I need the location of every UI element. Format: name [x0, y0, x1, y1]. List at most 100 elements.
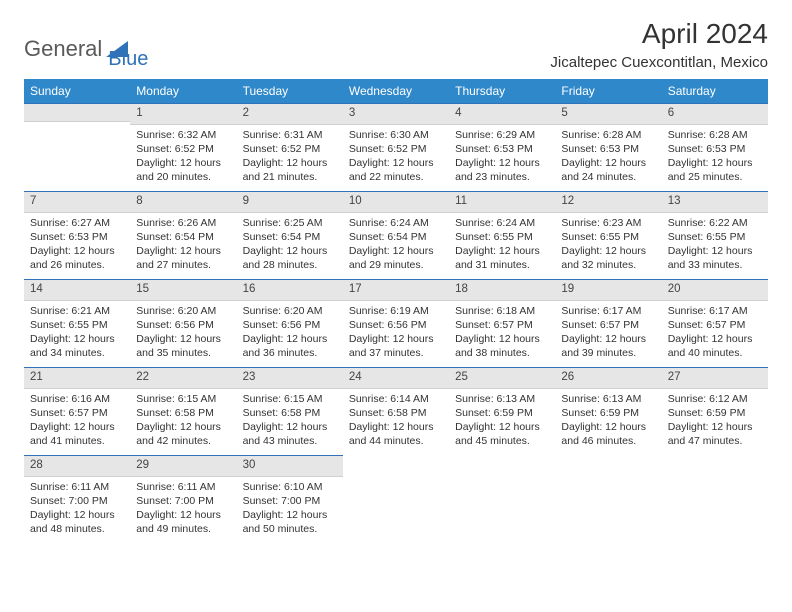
day-details: Sunrise: 6:13 AMSunset: 6:59 PMDaylight:…	[555, 389, 661, 455]
sunset-line: Sunset: 7:00 PM	[30, 494, 124, 508]
day-details: Sunrise: 6:21 AMSunset: 6:55 PMDaylight:…	[24, 301, 130, 367]
sunrise-line: Sunrise: 6:30 AM	[349, 128, 443, 142]
calendar-cell: 6 Sunrise: 6:28 AMSunset: 6:53 PMDaylight…	[662, 103, 768, 191]
calendar-cell: 21Sunrise: 6:16 AMSunset: 6:57 PMDayligh…	[24, 367, 130, 455]
empty-day	[555, 455, 661, 474]
day-number: 6	[662, 103, 768, 125]
sunset-line: Sunset: 6:54 PM	[349, 230, 443, 244]
daylight-line: Daylight: 12 hours and 49 minutes.	[136, 508, 230, 536]
location-label: Jicaltepec Cuexcontitlan, Mexico	[550, 54, 768, 71]
day-header: Monday	[130, 79, 236, 103]
day-number: 23	[237, 367, 343, 389]
day-header-row: Sunday Monday Tuesday Wednesday Thursday…	[24, 79, 768, 103]
day-details: Sunrise: 6:15 AMSunset: 6:58 PMDaylight:…	[130, 389, 236, 455]
daylight-line: Daylight: 12 hours and 32 minutes.	[561, 244, 655, 272]
sunrise-line: Sunrise: 6:28 AM	[668, 128, 762, 142]
sunrise-line: Sunrise: 6:11 AM	[30, 480, 124, 494]
day-number: 22	[130, 367, 236, 389]
sunset-line: Sunset: 6:53 PM	[455, 142, 549, 156]
calendar-cell: 19Sunrise: 6:17 AMSunset: 6:57 PMDayligh…	[555, 279, 661, 367]
daylight-line: Daylight: 12 hours and 40 minutes.	[668, 332, 762, 360]
day-details: Sunrise: 6:17 AMSunset: 6:57 PMDaylight:…	[555, 301, 661, 367]
day-number: 30	[237, 455, 343, 477]
sunrise-line: Sunrise: 6:13 AM	[561, 392, 655, 406]
calendar-cell: 15Sunrise: 6:20 AMSunset: 6:56 PMDayligh…	[130, 279, 236, 367]
sunrise-line: Sunrise: 6:10 AM	[243, 480, 337, 494]
day-header: Sunday	[24, 79, 130, 103]
calendar-cell	[343, 455, 449, 543]
calendar-cell: 7Sunrise: 6:27 AMSunset: 6:53 PMDaylight…	[24, 191, 130, 279]
calendar-cell: 25Sunrise: 6:13 AMSunset: 6:59 PMDayligh…	[449, 367, 555, 455]
sunset-line: Sunset: 6:53 PM	[668, 142, 762, 156]
daylight-line: Daylight: 12 hours and 35 minutes.	[136, 332, 230, 360]
day-number: 18	[449, 279, 555, 301]
day-details: Sunrise: 6:20 AMSunset: 6:56 PMDaylight:…	[130, 301, 236, 367]
sunrise-line: Sunrise: 6:15 AM	[243, 392, 337, 406]
sunrise-line: Sunrise: 6:29 AM	[455, 128, 549, 142]
calendar-cell: 12Sunrise: 6:23 AMSunset: 6:55 PMDayligh…	[555, 191, 661, 279]
sunrise-line: Sunrise: 6:25 AM	[243, 216, 337, 230]
calendar-cell: 14Sunrise: 6:21 AMSunset: 6:55 PMDayligh…	[24, 279, 130, 367]
day-details: Sunrise: 6:20 AMSunset: 6:56 PMDaylight:…	[237, 301, 343, 367]
sunrise-line: Sunrise: 6:17 AM	[668, 304, 762, 318]
calendar-row: 7Sunrise: 6:27 AMSunset: 6:53 PMDaylight…	[24, 191, 768, 279]
day-number: 9	[237, 191, 343, 213]
calendar-cell: 22Sunrise: 6:15 AMSunset: 6:58 PMDayligh…	[130, 367, 236, 455]
sunset-line: Sunset: 6:57 PM	[30, 406, 124, 420]
daylight-line: Daylight: 12 hours and 31 minutes.	[455, 244, 549, 272]
calendar-row: 28Sunrise: 6:11 AMSunset: 7:00 PMDayligh…	[24, 455, 768, 543]
calendar-cell: 23Sunrise: 6:15 AMSunset: 6:58 PMDayligh…	[237, 367, 343, 455]
sunset-line: Sunset: 6:54 PM	[136, 230, 230, 244]
day-details: Sunrise: 6:24 AMSunset: 6:54 PMDaylight:…	[343, 213, 449, 279]
calendar-row: 21Sunrise: 6:16 AMSunset: 6:57 PMDayligh…	[24, 367, 768, 455]
day-details: Sunrise: 6:22 AMSunset: 6:55 PMDaylight:…	[662, 213, 768, 279]
daylight-line: Daylight: 12 hours and 33 minutes.	[668, 244, 762, 272]
sunrise-line: Sunrise: 6:23 AM	[561, 216, 655, 230]
daylight-line: Daylight: 12 hours and 44 minutes.	[349, 420, 443, 448]
calendar-cell	[662, 455, 768, 543]
day-details: Sunrise: 6:28 AMSunset: 6:53 PMDaylight:…	[555, 125, 661, 191]
day-details: Sunrise: 6:25 AMSunset: 6:54 PMDaylight:…	[237, 213, 343, 279]
daylight-line: Daylight: 12 hours and 26 minutes.	[30, 244, 124, 272]
logo: General Blue	[24, 26, 148, 71]
sunrise-line: Sunrise: 6:17 AM	[561, 304, 655, 318]
sunset-line: Sunset: 6:57 PM	[668, 318, 762, 332]
day-details: Sunrise: 6:15 AMSunset: 6:58 PMDaylight:…	[237, 389, 343, 455]
daylight-line: Daylight: 12 hours and 27 minutes.	[136, 244, 230, 272]
day-number: 3	[343, 103, 449, 125]
day-details: Sunrise: 6:14 AMSunset: 6:58 PMDaylight:…	[343, 389, 449, 455]
daylight-line: Daylight: 12 hours and 23 minutes.	[455, 156, 549, 184]
day-header: Thursday	[449, 79, 555, 103]
day-number: 15	[130, 279, 236, 301]
calendar-cell: 13Sunrise: 6:22 AMSunset: 6:55 PMDayligh…	[662, 191, 768, 279]
day-number: 28	[24, 455, 130, 477]
day-number: 24	[343, 367, 449, 389]
calendar-cell	[555, 455, 661, 543]
sunset-line: Sunset: 6:52 PM	[243, 142, 337, 156]
day-details: Sunrise: 6:23 AMSunset: 6:55 PMDaylight:…	[555, 213, 661, 279]
day-details: Sunrise: 6:16 AMSunset: 6:57 PMDaylight:…	[24, 389, 130, 455]
daylight-line: Daylight: 12 hours and 24 minutes.	[561, 156, 655, 184]
day-number: 19	[555, 279, 661, 301]
day-number: 7	[24, 191, 130, 213]
day-details: Sunrise: 6:18 AMSunset: 6:57 PMDaylight:…	[449, 301, 555, 367]
daylight-line: Daylight: 12 hours and 25 minutes.	[668, 156, 762, 184]
sunrise-line: Sunrise: 6:12 AM	[668, 392, 762, 406]
day-number: 27	[662, 367, 768, 389]
day-details: Sunrise: 6:17 AMSunset: 6:57 PMDaylight:…	[662, 301, 768, 367]
calendar-cell: 17Sunrise: 6:19 AMSunset: 6:56 PMDayligh…	[343, 279, 449, 367]
sunrise-line: Sunrise: 6:27 AM	[30, 216, 124, 230]
sunrise-line: Sunrise: 6:31 AM	[243, 128, 337, 142]
calendar-cell: 16Sunrise: 6:20 AMSunset: 6:56 PMDayligh…	[237, 279, 343, 367]
sunset-line: Sunset: 6:56 PM	[243, 318, 337, 332]
sunset-line: Sunset: 6:54 PM	[243, 230, 337, 244]
calendar-cell: 30Sunrise: 6:10 AMSunset: 7:00 PMDayligh…	[237, 455, 343, 543]
sunrise-line: Sunrise: 6:32 AM	[136, 128, 230, 142]
day-details: Sunrise: 6:12 AMSunset: 6:59 PMDaylight:…	[662, 389, 768, 455]
daylight-line: Daylight: 12 hours and 42 minutes.	[136, 420, 230, 448]
calendar-row: 1Sunrise: 6:32 AMSunset: 6:52 PMDaylight…	[24, 103, 768, 191]
calendar-cell: 9Sunrise: 6:25 AMSunset: 6:54 PMDaylight…	[237, 191, 343, 279]
daylight-line: Daylight: 12 hours and 41 minutes.	[30, 420, 124, 448]
sunset-line: Sunset: 7:00 PM	[243, 494, 337, 508]
sunrise-line: Sunrise: 6:16 AM	[30, 392, 124, 406]
